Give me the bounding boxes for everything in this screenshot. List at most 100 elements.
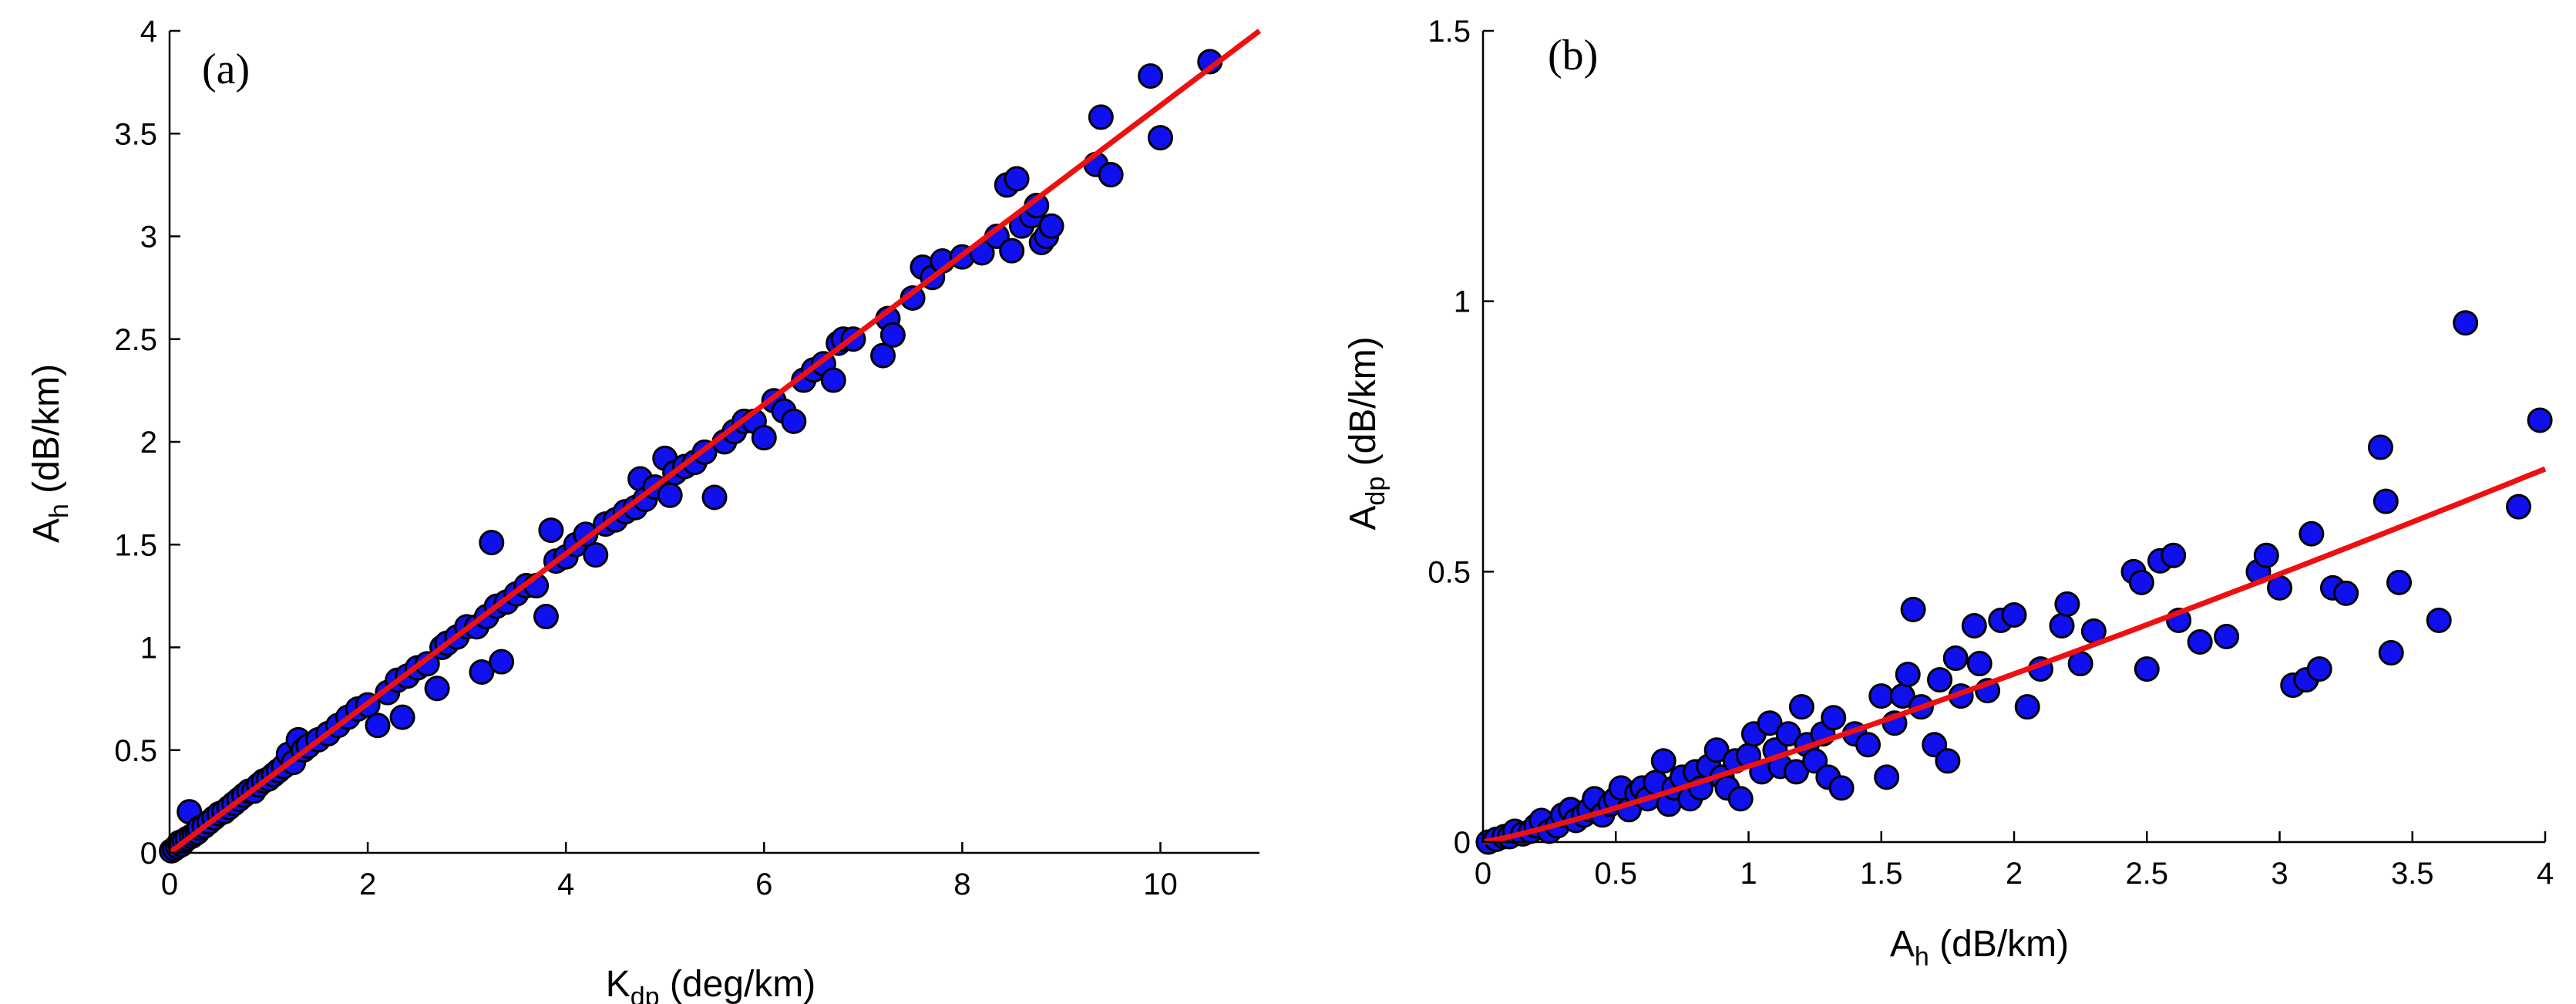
x-axis-title-b: Ah (dB/km) bbox=[1890, 924, 2069, 972]
scatter-point-a-118 bbox=[1088, 104, 1114, 130]
scatter-point-a-100 bbox=[879, 322, 906, 348]
fit-line-a bbox=[167, 29, 1262, 855]
scatter-point-b-34 bbox=[1703, 737, 1730, 763]
scatter-point-b-72 bbox=[2001, 601, 2027, 628]
y-axis-ticks-a: 0 0.5 1 1.5 2 2.5 3 3.5 4 bbox=[114, 15, 180, 871]
y-axis-title-a: Ah (dB/km) bbox=[26, 364, 74, 543]
x-tick-label-a-1: 2 bbox=[359, 868, 376, 901]
scatter-point-b-56 bbox=[1868, 683, 1895, 709]
scatter-point-b-60 bbox=[1895, 662, 1921, 688]
x-tick-label-b-8: 4 bbox=[2537, 857, 2554, 891]
panel-b: 0 0.5 1 1.5 2 2.5 3 3.5 4 0 0.5 1 1.5 (b) Ah (dB/km… bbox=[1343, 15, 2554, 972]
scatter-point-a-68 bbox=[583, 542, 609, 568]
scatter-point-a-62 bbox=[533, 604, 559, 630]
x-tick-label-a-3: 6 bbox=[755, 868, 772, 901]
scatter-point-a-90 bbox=[781, 408, 807, 434]
scatter-point-a-44 bbox=[389, 704, 415, 730]
x-tick-label-a-5: 10 bbox=[1143, 868, 1178, 901]
scatter-point-b-47 bbox=[1788, 694, 1814, 720]
scatter-point-b-49 bbox=[1802, 748, 1828, 774]
x-tick-label-a-2: 4 bbox=[557, 868, 574, 901]
scatter-point-b-61 bbox=[1900, 596, 1926, 622]
scatter-point-b-92 bbox=[2299, 521, 2325, 547]
x-tick-label-b-2: 1 bbox=[1740, 857, 1757, 891]
scatter-point-b-99 bbox=[2386, 569, 2413, 595]
scatter-point-a-53 bbox=[469, 659, 495, 685]
scatter-point-b-97 bbox=[2373, 488, 2399, 514]
scatter-point-b-81 bbox=[2134, 656, 2160, 682]
x-tick-label-a-0: 0 bbox=[161, 868, 178, 901]
scatter-point-b-77 bbox=[2067, 651, 2093, 677]
scatter-point-a-94 bbox=[820, 367, 846, 393]
scatter-point-b-55 bbox=[1855, 732, 1882, 758]
scatter-point-b-42 bbox=[1757, 710, 1783, 736]
y-tick-label-a-4: 2 bbox=[140, 426, 157, 460]
y-tick-label-a-2: 1 bbox=[140, 632, 157, 665]
x-tick-label-b-0: 0 bbox=[1475, 857, 1491, 891]
scatter-point-a-40 bbox=[365, 713, 391, 739]
scatter-point-b-80 bbox=[2128, 569, 2154, 595]
scatter-point-b-86 bbox=[2214, 623, 2240, 649]
scatter-point-a-120 bbox=[1138, 63, 1164, 89]
y-tick-label-a-3: 1.5 bbox=[114, 528, 157, 562]
scatter-point-b-85 bbox=[2187, 629, 2213, 655]
y-tick-label-b-1: 0.5 bbox=[1428, 555, 1471, 589]
scatter-point-b-66 bbox=[1942, 645, 1969, 672]
scatter-point-b-57 bbox=[1874, 764, 1900, 790]
y-tick-label-a-6: 3 bbox=[140, 221, 157, 254]
scatter-point-a-110 bbox=[1004, 166, 1030, 192]
y-tick-label-a-0: 0 bbox=[140, 837, 157, 871]
scatter-point-a-98 bbox=[870, 342, 896, 369]
panel-a: 0 2 4 6 8 10 0 0.5 1 1.5 2 2.5 3 3.5 4 (a) Kdp (deg/k… bbox=[26, 15, 1262, 1004]
scatter-point-b-26 bbox=[1650, 748, 1676, 774]
scatter-point-b-75 bbox=[2049, 612, 2075, 638]
scatter-point-b-93 bbox=[2306, 656, 2332, 682]
y-axis-ticks-b: 0 0.5 1 1.5 bbox=[1428, 15, 1494, 860]
scatter-point-b-98 bbox=[2378, 640, 2404, 666]
scatter-point-b-96 bbox=[2367, 434, 2393, 460]
panel-label-a: (a) bbox=[202, 45, 250, 93]
scatter-point-b-88 bbox=[2253, 542, 2279, 568]
y-tick-label-b-2: 1 bbox=[1454, 285, 1471, 319]
scatter-point-b-64 bbox=[1927, 667, 1953, 693]
x-tick-label-b-4: 2 bbox=[2006, 857, 2023, 891]
scatter-point-b-76 bbox=[2054, 591, 2080, 617]
y-axis-title-b: Adp (dB/km) bbox=[1343, 336, 1391, 530]
scatter-point-a-121 bbox=[1147, 125, 1173, 151]
scatter-point-b-100 bbox=[2426, 607, 2452, 633]
scatter-point-a-47 bbox=[424, 676, 450, 702]
scatter-point-b-102 bbox=[2506, 494, 2532, 520]
x-tick-label-b-3: 1.5 bbox=[1860, 857, 1903, 891]
scatter-point-a-82 bbox=[701, 484, 728, 510]
scatter-point-a-63 bbox=[538, 517, 564, 544]
scatter-point-b-38 bbox=[1727, 786, 1754, 812]
y-tick-label-a-8: 4 bbox=[140, 15, 157, 49]
scatter-point-a-119 bbox=[1098, 162, 1124, 188]
scatter-points-b bbox=[1475, 310, 2553, 855]
x-tick-label-a-4: 8 bbox=[953, 868, 970, 901]
scatter-point-a-116 bbox=[1038, 213, 1064, 239]
x-axis-ticks-a: 0 2 4 6 8 10 bbox=[161, 842, 1178, 901]
panel-label-b: (b) bbox=[1548, 32, 1598, 79]
y-tick-label-a-1: 0.5 bbox=[114, 734, 157, 768]
scatter-point-b-69 bbox=[1966, 651, 1993, 677]
scatter-point-b-46 bbox=[1784, 759, 1810, 785]
scatter-point-b-73 bbox=[2014, 694, 2040, 720]
y-tick-label-b-3: 1.5 bbox=[1428, 15, 1471, 49]
fit-line-b bbox=[1482, 466, 2547, 845]
scatter-point-b-65 bbox=[1935, 748, 1961, 774]
x-tick-label-b-5: 2.5 bbox=[2125, 857, 2168, 891]
y-tick-label-a-5: 2.5 bbox=[114, 323, 157, 357]
scatter-point-a-57 bbox=[489, 649, 515, 675]
x-axis-title-a: Kdp (deg/km) bbox=[606, 964, 816, 1004]
scatter-point-a-87 bbox=[751, 425, 777, 451]
y-tick-label-b-0: 0 bbox=[1454, 826, 1471, 860]
scatter-point-a-77 bbox=[657, 482, 683, 508]
scatter-point-b-68 bbox=[1961, 612, 1987, 638]
scatter-point-b-83 bbox=[2161, 542, 2187, 568]
scatter-point-b-95 bbox=[2333, 580, 2359, 606]
x-axis-ticks-b: 0 0.5 1 1.5 2 2.5 3 3.5 4 bbox=[1475, 831, 2554, 891]
scatter-point-b-103 bbox=[2527, 407, 2553, 433]
scatter-point-b-45 bbox=[1775, 721, 1801, 747]
